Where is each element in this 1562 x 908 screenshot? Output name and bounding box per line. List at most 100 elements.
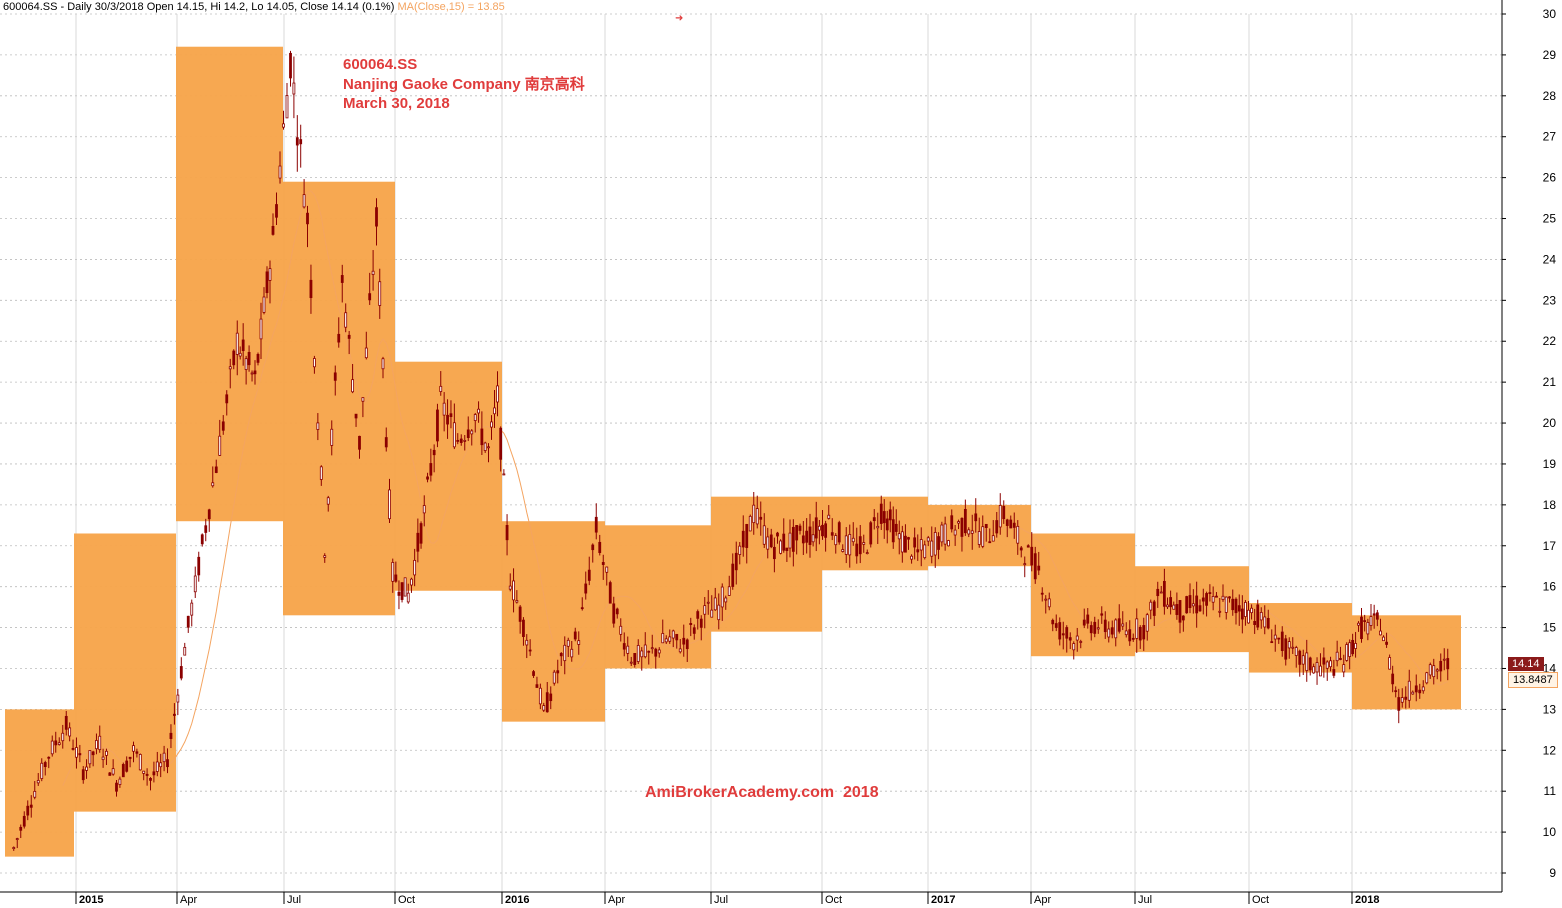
candle-body xyxy=(446,414,449,425)
candle-body xyxy=(238,352,242,357)
candle-body xyxy=(713,597,717,611)
candle-body xyxy=(1421,686,1425,692)
y-tick-label: 13 xyxy=(1543,702,1557,716)
candle-body xyxy=(1375,612,1379,620)
candle-body xyxy=(858,536,862,555)
candle-body xyxy=(505,524,509,541)
annotation-ticker: 600064.SS xyxy=(343,56,418,73)
candle-body xyxy=(138,754,142,771)
candle-body xyxy=(375,207,378,227)
candle-body xyxy=(675,633,679,641)
candle-body xyxy=(282,123,285,128)
x-tick-label: Jul xyxy=(287,894,301,906)
candle-body xyxy=(228,366,232,370)
candle-body xyxy=(970,530,974,534)
candle-body xyxy=(262,296,266,313)
candle-body xyxy=(235,332,239,355)
candle-body xyxy=(1231,598,1235,611)
candle-body xyxy=(1244,602,1247,617)
candle-body xyxy=(159,762,163,768)
candle-body xyxy=(256,353,260,363)
candle-body xyxy=(643,644,647,658)
candle-body xyxy=(108,772,112,776)
candle-body xyxy=(1435,669,1439,672)
candle-body xyxy=(759,516,763,520)
candle-body xyxy=(1256,604,1260,628)
candle-body xyxy=(75,747,78,758)
last-price-tag: 14.14 xyxy=(1508,657,1544,671)
candle-body xyxy=(671,630,675,639)
candle-body xyxy=(68,727,72,737)
x-tick-label: 2015 xyxy=(79,894,103,906)
ticker-info: 600064.SS - Daily 30/3/2018 Open 14.15, … xyxy=(3,1,395,13)
candle-body xyxy=(1446,658,1450,670)
candle-body xyxy=(1054,623,1058,628)
candle-body xyxy=(1253,620,1257,625)
candle-body xyxy=(1354,643,1357,649)
candle-body xyxy=(1093,621,1097,634)
candle-body xyxy=(1012,522,1016,528)
candle-body xyxy=(699,618,703,628)
candle-body xyxy=(1208,592,1212,594)
candle-body xyxy=(1418,689,1422,694)
candle-body xyxy=(943,523,947,545)
candle-body xyxy=(696,611,700,619)
candle-body xyxy=(798,525,802,531)
candle-body xyxy=(1407,680,1411,701)
candle-body xyxy=(449,413,453,418)
candle-body xyxy=(1110,627,1114,635)
candle-body xyxy=(253,370,257,375)
y-tick-label: 16 xyxy=(1543,580,1557,594)
x-tick-label: Apr xyxy=(1034,894,1051,906)
candle-body xyxy=(71,748,75,750)
candle-body xyxy=(788,532,792,549)
candle-body xyxy=(1372,613,1376,616)
candle-body xyxy=(1388,657,1392,670)
x-tick-label: Oct xyxy=(1252,894,1269,906)
candle-body xyxy=(605,566,609,573)
candle-body xyxy=(998,505,1002,528)
candle-body xyxy=(330,428,334,446)
candle-body xyxy=(285,95,289,119)
candle-body xyxy=(452,422,456,448)
candle-body xyxy=(522,619,525,637)
candle-body xyxy=(384,437,388,448)
candle-body xyxy=(612,603,616,624)
candle-body xyxy=(145,773,149,776)
candle-body xyxy=(1152,601,1156,616)
candle-body xyxy=(259,318,263,340)
candle-body xyxy=(1351,639,1355,655)
candle-body xyxy=(1205,593,1208,606)
candle-body xyxy=(306,212,309,225)
candle-body xyxy=(824,523,828,538)
candle-body xyxy=(919,539,923,551)
candle-body xyxy=(221,421,225,431)
candle-body xyxy=(1103,619,1107,633)
candle-body xyxy=(678,648,682,653)
candle-body xyxy=(391,562,395,582)
candle-body xyxy=(1266,617,1270,629)
candle-body xyxy=(552,671,556,684)
candle-body xyxy=(872,517,876,522)
candle-body xyxy=(1411,691,1415,695)
candle-body xyxy=(1224,596,1228,613)
candle-body xyxy=(337,333,341,343)
candle-body xyxy=(518,606,522,622)
candle-body xyxy=(650,647,654,650)
candle-body xyxy=(940,524,944,543)
watermark: AmiBrokerAcademy.com 2018 xyxy=(645,784,879,801)
candle-body xyxy=(378,281,382,306)
candle-body xyxy=(43,762,47,768)
candle-body xyxy=(200,534,204,545)
candle-body xyxy=(101,756,105,761)
candle-body xyxy=(910,555,913,560)
candle-body xyxy=(502,473,506,476)
candle-body xyxy=(64,715,68,730)
candle-body xyxy=(885,518,889,531)
candle-body xyxy=(1188,595,1192,609)
candle-body xyxy=(1363,620,1367,622)
candle-body xyxy=(762,525,766,545)
candle-body xyxy=(381,358,385,370)
candle-body xyxy=(1100,613,1104,616)
chart-annotation: 600064.SS Nanjing Gaoke Company 南京高科 Mar… xyxy=(343,55,585,114)
